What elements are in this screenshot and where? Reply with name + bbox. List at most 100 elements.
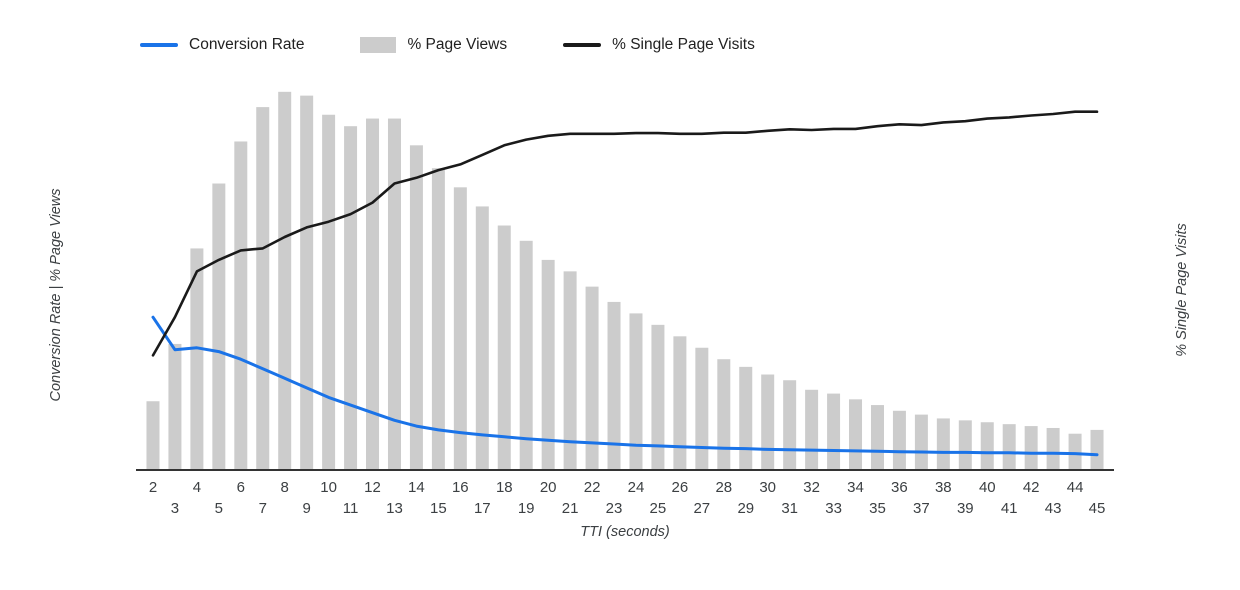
x-tick-label: 38 — [935, 479, 952, 496]
x-tick-label: 29 — [737, 500, 754, 517]
bar-page-views — [1068, 433, 1082, 470]
bar-page-views — [497, 225, 511, 470]
x-tick-label: 10 — [320, 479, 337, 496]
x-tick-label: 45 — [1089, 500, 1106, 517]
legend-item-page-views: % Page Views — [360, 36, 507, 54]
bar-page-views — [168, 343, 182, 470]
bar-page-views — [1046, 427, 1060, 470]
x-tick-label: 30 — [759, 479, 776, 496]
bar-page-views — [651, 324, 665, 470]
bar-page-views — [870, 405, 884, 470]
bar-page-views — [849, 399, 863, 470]
bar-page-views — [607, 301, 621, 470]
x-tick-label: 27 — [693, 500, 710, 517]
bar-page-views — [366, 118, 380, 470]
x-tick-label: 17 — [474, 500, 491, 517]
bar-page-views — [278, 91, 292, 470]
bar-page-views — [234, 141, 248, 471]
bar-page-views — [256, 107, 270, 470]
y-axis-title-left: Conversion Rate | % Page Views — [48, 188, 64, 402]
bar-page-views — [409, 145, 423, 471]
x-tick-label: 3 — [171, 500, 179, 517]
x-tick-label: 2 — [149, 479, 157, 496]
legend-label-single-page-visits: % Single Page Visits — [612, 36, 755, 53]
bar-page-views — [1002, 424, 1016, 470]
x-tick-label: 32 — [803, 479, 820, 496]
x-tick-label: 26 — [672, 479, 689, 496]
chart-legend: Conversion Rate % Page Views % Single Pa… — [140, 36, 755, 54]
x-tick-label: 44 — [1067, 479, 1084, 496]
x-tick-label: 23 — [606, 500, 623, 517]
x-tick-label: 20 — [540, 479, 557, 496]
bar-page-views — [980, 422, 994, 470]
x-tick-label: 21 — [562, 500, 579, 517]
x-tick-label: 6 — [237, 479, 245, 496]
legend-swatch-page-views — [360, 37, 397, 53]
line-single-page-visits — [151, 110, 1099, 357]
x-tick-label: 35 — [869, 500, 886, 517]
x-tick-label: 41 — [1001, 500, 1018, 517]
bar-page-views — [914, 414, 928, 470]
x-axis-title: TTI (seconds) — [580, 524, 670, 540]
bar-page-views — [563, 271, 577, 470]
bar-page-views — [739, 366, 753, 470]
bar-page-views — [190, 248, 204, 470]
line-conversion-rate — [151, 315, 1099, 457]
bar-page-views — [344, 126, 358, 470]
legend-item-single-page-visits: % Single Page Visits — [563, 36, 755, 54]
x-tick-label: 37 — [913, 500, 930, 517]
bar-page-views — [827, 393, 841, 470]
x-tick-label: 25 — [650, 500, 667, 517]
bar-page-views — [541, 259, 555, 470]
legend-label-page-views: % Page Views — [407, 36, 508, 53]
bar-page-views — [387, 118, 401, 470]
bar-page-views — [629, 313, 643, 470]
bar-page-views — [805, 389, 819, 470]
bar-page-views — [1024, 426, 1038, 470]
x-tick-label: 36 — [891, 479, 908, 496]
bar-page-views — [453, 187, 467, 470]
x-tick-label: 12 — [364, 479, 381, 496]
x-tick-label: 31 — [781, 500, 798, 517]
x-tick-label: 11 — [343, 500, 359, 517]
x-tick-label: 43 — [1045, 500, 1062, 517]
x-tick-label: 9 — [303, 500, 311, 517]
x-tick-label: 28 — [715, 479, 732, 496]
bar-page-views — [519, 240, 533, 470]
x-tick-label: 33 — [825, 500, 842, 517]
bar-page-views — [695, 347, 709, 470]
legend-swatch-conversion-rate — [140, 43, 178, 47]
x-tick-label: 18 — [496, 479, 513, 496]
bar-page-views — [322, 114, 336, 471]
y-axis-title-right: % Single Page Visits — [1174, 223, 1190, 357]
bar-page-views — [475, 206, 489, 471]
legend-item-conversion-rate: Conversion Rate — [140, 36, 304, 54]
x-tick-label: 40 — [979, 479, 996, 496]
x-tick-label: 14 — [408, 479, 425, 496]
bar-page-views — [892, 410, 906, 470]
bar-page-views — [673, 336, 687, 470]
x-tick-label: 19 — [518, 500, 535, 517]
x-tick-label: 13 — [386, 500, 403, 517]
x-tick-label: 42 — [1023, 479, 1040, 496]
x-tick-label: 4 — [193, 479, 201, 496]
bar-page-views — [146, 401, 160, 470]
bar-page-views — [212, 183, 226, 470]
bar-page-views — [958, 420, 972, 470]
x-tick-label: 24 — [628, 479, 645, 496]
x-tick-label: 15 — [430, 500, 447, 517]
x-tick-label: 8 — [281, 479, 289, 496]
x-tick-label: 39 — [957, 500, 974, 517]
legend-label-conversion-rate: Conversion Rate — [189, 36, 305, 53]
bar-page-views — [717, 359, 731, 470]
bar-page-views — [585, 286, 599, 470]
bar-page-views — [761, 374, 775, 470]
x-tick-label: 7 — [259, 500, 267, 517]
x-tick-label: 22 — [584, 479, 601, 496]
legend-swatch-single-page-visits — [563, 43, 602, 47]
bar-page-views — [300, 95, 314, 470]
x-tick-label: 5 — [215, 500, 223, 517]
x-tick-label: 16 — [452, 479, 469, 496]
